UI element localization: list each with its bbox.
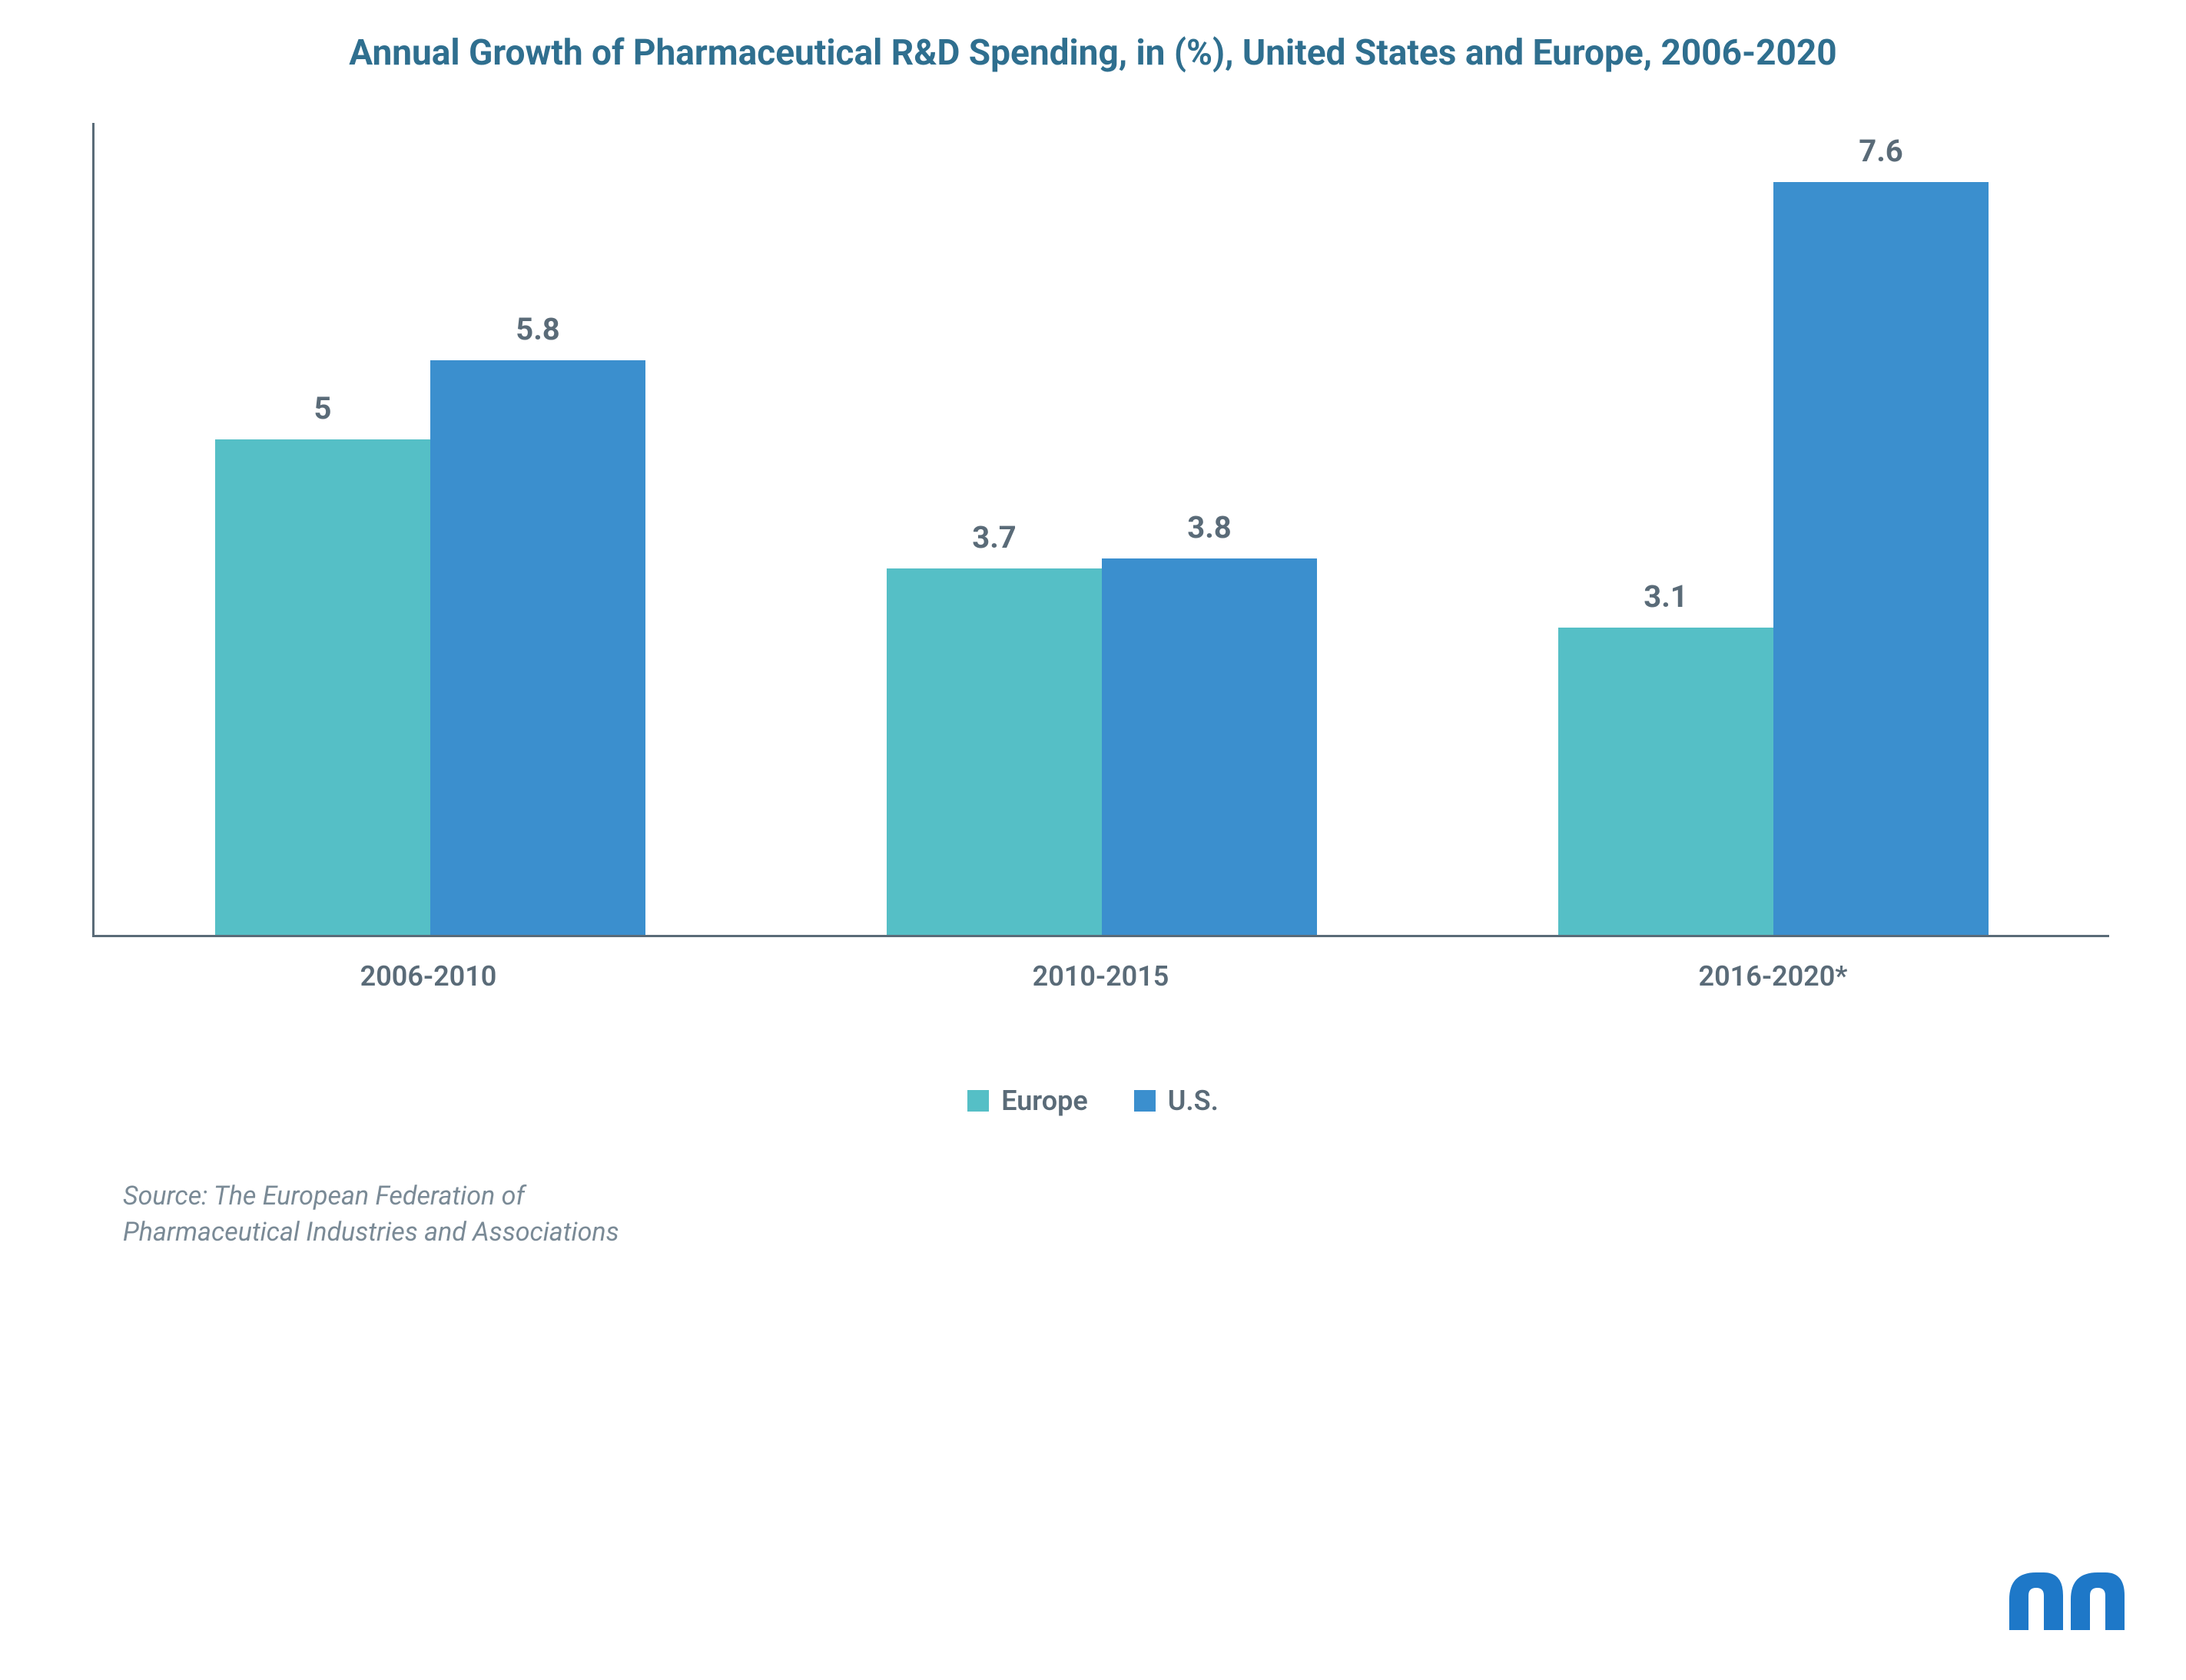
bar-group: 3.73.8 (766, 123, 1438, 935)
bar-group: 55.8 (95, 123, 766, 935)
legend-label: U.S. (1168, 1085, 1219, 1117)
bar-value-label: 3.1 (1558, 578, 1773, 615)
bar-value-label: 5.8 (430, 311, 645, 347)
bar-group: 3.17.6 (1438, 123, 2109, 935)
bar: 3.8 (1102, 558, 1317, 935)
bar-value-label: 3.7 (887, 519, 1102, 555)
chart-title: Annual Growth of Pharmaceutical R&D Spen… (46, 31, 2140, 77)
source-citation: Source: The European Federation of Pharm… (123, 1178, 814, 1251)
x-axis-label: 2006-2010 (92, 960, 765, 992)
legend-item: Europe (967, 1085, 1088, 1117)
source-line-1: Source: The European Federation of (123, 1178, 814, 1215)
legend-label: Europe (1001, 1085, 1088, 1117)
legend-item: U.S. (1134, 1085, 1219, 1117)
source-line-2: Pharmaceutical Industries and Associatio… (123, 1214, 814, 1251)
bar-value-label: 5 (215, 390, 430, 426)
legend-swatch (1134, 1090, 1156, 1112)
legend-swatch (967, 1090, 989, 1112)
legend: Europe U.S. (46, 1085, 2140, 1117)
chart-container: Annual Growth of Pharmaceutical R&D Spen… (46, 31, 2140, 1251)
brand-logo (2002, 1557, 2132, 1642)
bar-value-label: 7.6 (1773, 133, 1989, 169)
bar: 7.6 (1773, 182, 1989, 935)
x-axis-labels: 2006-20102010-20152016-2020* (92, 960, 2109, 992)
plot-area: 55.83.73.83.17.6 (92, 123, 2109, 937)
x-axis-label: 2010-2015 (765, 960, 1437, 992)
bar-value-label: 3.8 (1102, 509, 1317, 545)
x-axis-label: 2016-2020* (1437, 960, 2109, 992)
bar: 5.8 (430, 360, 645, 935)
bar: 3.1 (1558, 628, 1773, 935)
bar: 5 (215, 439, 430, 935)
bar: 3.7 (887, 568, 1102, 935)
